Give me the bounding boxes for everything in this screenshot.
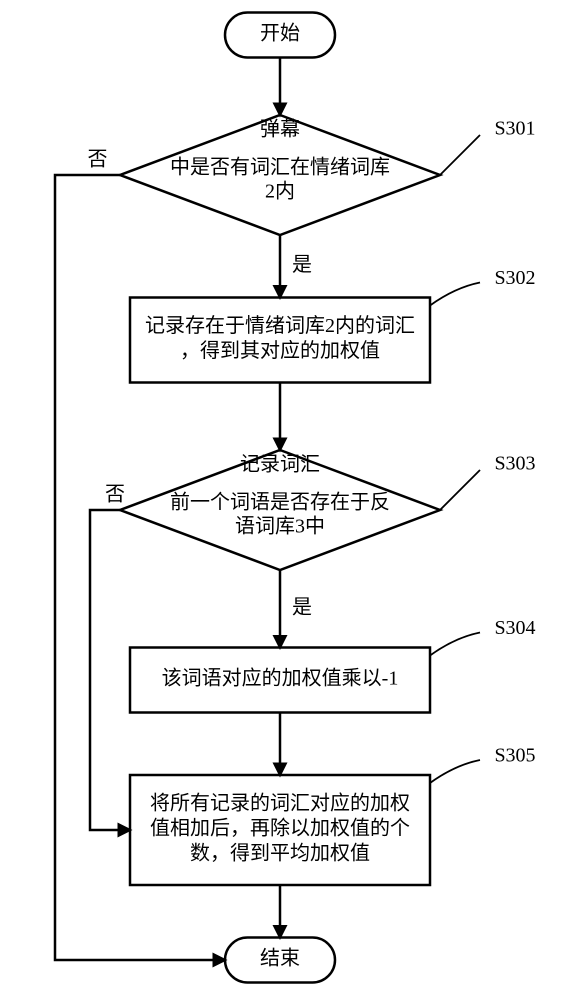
flowchart-svg: 开始弹幕中是否有词汇在情绪词库2内 S301 记录存在于情绪词库2内的词汇，得到其对…	[0, 0, 577, 1000]
svg-text:前一个词语是否存在于反: 前一个词语是否存在于反	[170, 491, 390, 514]
edge-label: 是	[292, 596, 312, 618]
node-text: 结束	[260, 947, 300, 970]
step-label: S301	[494, 118, 535, 140]
node-text: 该词语对应的加权值乘以-1	[162, 667, 399, 690]
node-text: 开始	[260, 22, 300, 45]
step-label: S303	[494, 453, 535, 475]
svg-text:2内: 2内	[265, 180, 295, 203]
step-label: S305	[494, 745, 535, 767]
step-label: S304	[494, 617, 535, 639]
node-text: 值相加后，再除以加权值的个	[150, 817, 410, 840]
node-text: 记录存在于情绪词库2内的词汇	[145, 314, 415, 337]
svg-text:记录词汇: 记录词汇	[240, 453, 320, 476]
svg-text:弹幕: 弹幕	[260, 118, 300, 141]
svg-text:否: 否	[88, 149, 108, 171]
node-text: 将所有记录的词汇对应的加权	[150, 792, 410, 815]
step-label: S302	[494, 267, 535, 289]
svg-text:语词库3中: 语词库3中	[235, 515, 325, 538]
edge-label: 是	[292, 254, 312, 276]
svg-text:中是否有词汇在情绪词库: 中是否有词汇在情绪词库	[170, 156, 390, 179]
node-text: 数，得到平均加权值	[190, 842, 370, 865]
node-text: ，得到其对应的加权值	[180, 339, 380, 362]
svg-text:否: 否	[105, 484, 125, 506]
